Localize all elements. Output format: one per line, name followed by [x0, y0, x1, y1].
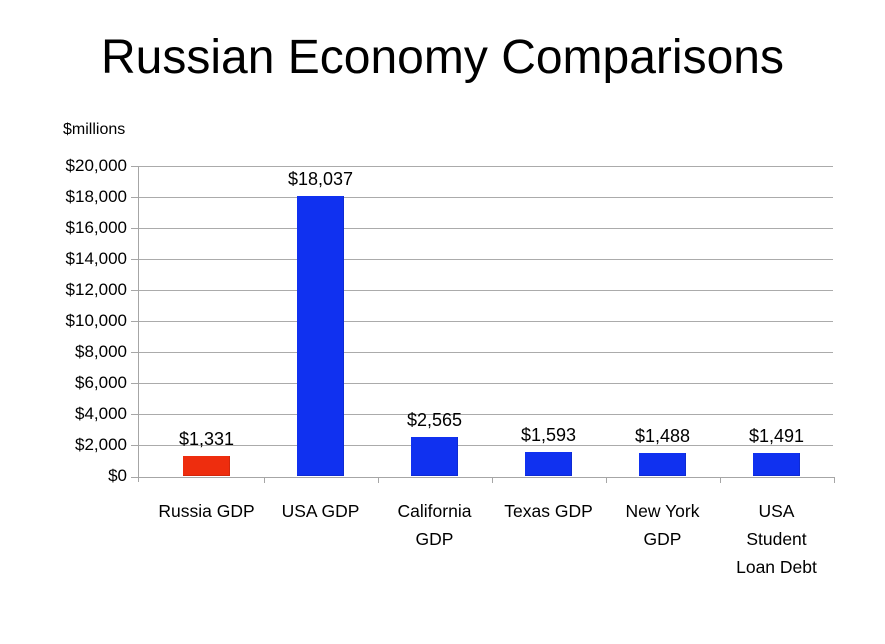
- y-axis-tick-label: $6,000: [75, 372, 127, 392]
- x-axis-category-label: USA GDP: [281, 501, 360, 521]
- y-axis-tick-label: $12,000: [65, 279, 127, 299]
- y-axis-tick: [131, 197, 138, 199]
- x-axis-tick: [491, 476, 493, 483]
- y-gridline: [138, 290, 833, 292]
- bar-russia-gdp: [183, 455, 230, 477]
- y-gridline: [138, 166, 833, 167]
- y-axis-tick-label: $18,000: [65, 186, 127, 206]
- y-axis-unit-label: $millions: [63, 121, 126, 138]
- y-axis-tick-label: $16,000: [65, 217, 127, 237]
- y-axis-tick: [131, 476, 138, 478]
- x-axis-line: [138, 476, 834, 478]
- bar-california-gdp: [411, 436, 458, 477]
- y-gridline: [138, 445, 833, 447]
- x-axis-category-label: New York GDP: [625, 501, 700, 549]
- x-axis-tick: [377, 476, 379, 483]
- y-axis-tick: [131, 445, 138, 447]
- bar-value-label: $1,491: [748, 426, 805, 447]
- y-axis-tick-label: $0: [108, 466, 127, 485]
- x-axis-tick: [833, 476, 835, 483]
- y-axis-tick-label: $4,000: [75, 403, 127, 423]
- bar-value-label: $1,593: [520, 424, 577, 445]
- y-axis-tick-label: $10,000: [65, 310, 127, 330]
- bar-value-label: $18,037: [287, 169, 354, 190]
- x-axis-tick: [605, 476, 607, 483]
- y-axis-tick: [131, 290, 138, 292]
- x-axis-tick: [263, 476, 265, 483]
- y-gridline: [138, 414, 833, 416]
- y-axis-tick: [131, 414, 138, 416]
- y-axis-tick: [131, 321, 138, 323]
- bar-texas-gdp: [525, 451, 572, 477]
- bar-value-label: $2,565: [406, 409, 463, 430]
- y-axis-tick-label: $14,000: [65, 248, 127, 268]
- y-gridline: [138, 228, 833, 230]
- y-gridline: [138, 321, 833, 323]
- y-axis-tick-label: $8,000: [75, 341, 127, 361]
- y-axis-tick: [131, 228, 138, 230]
- bar-value-label: $1,331: [178, 428, 235, 449]
- y-gridline: [138, 197, 833, 199]
- x-axis-category-label: Russia GDP: [158, 501, 255, 521]
- bar-value-label: $1,488: [634, 426, 691, 447]
- y-axis-tick-label: $2,000: [75, 434, 127, 454]
- bar-new-york-gdp: [639, 453, 686, 477]
- y-axis-tick-label: $20,000: [65, 155, 127, 175]
- x-axis-category-label: USA Student Loan Debt: [736, 501, 817, 577]
- y-axis-tick: [131, 166, 138, 167]
- y-gridline: [138, 259, 833, 261]
- chart-title: Russian Economy Comparisons: [101, 31, 784, 84]
- y-axis-tick: [131, 259, 138, 261]
- y-gridline: [138, 383, 833, 385]
- y-axis-tick: [131, 383, 138, 385]
- y-axis-line: [138, 166, 139, 482]
- x-axis-tick: [719, 476, 721, 483]
- x-axis-category-label: California GDP: [397, 501, 472, 549]
- bar-usa-student-loan-debt: [753, 453, 800, 477]
- y-gridline: [138, 352, 833, 354]
- bar-usa-gdp: [297, 196, 344, 477]
- x-axis-category-label: Texas GDP: [504, 501, 593, 521]
- y-axis-tick: [131, 352, 138, 354]
